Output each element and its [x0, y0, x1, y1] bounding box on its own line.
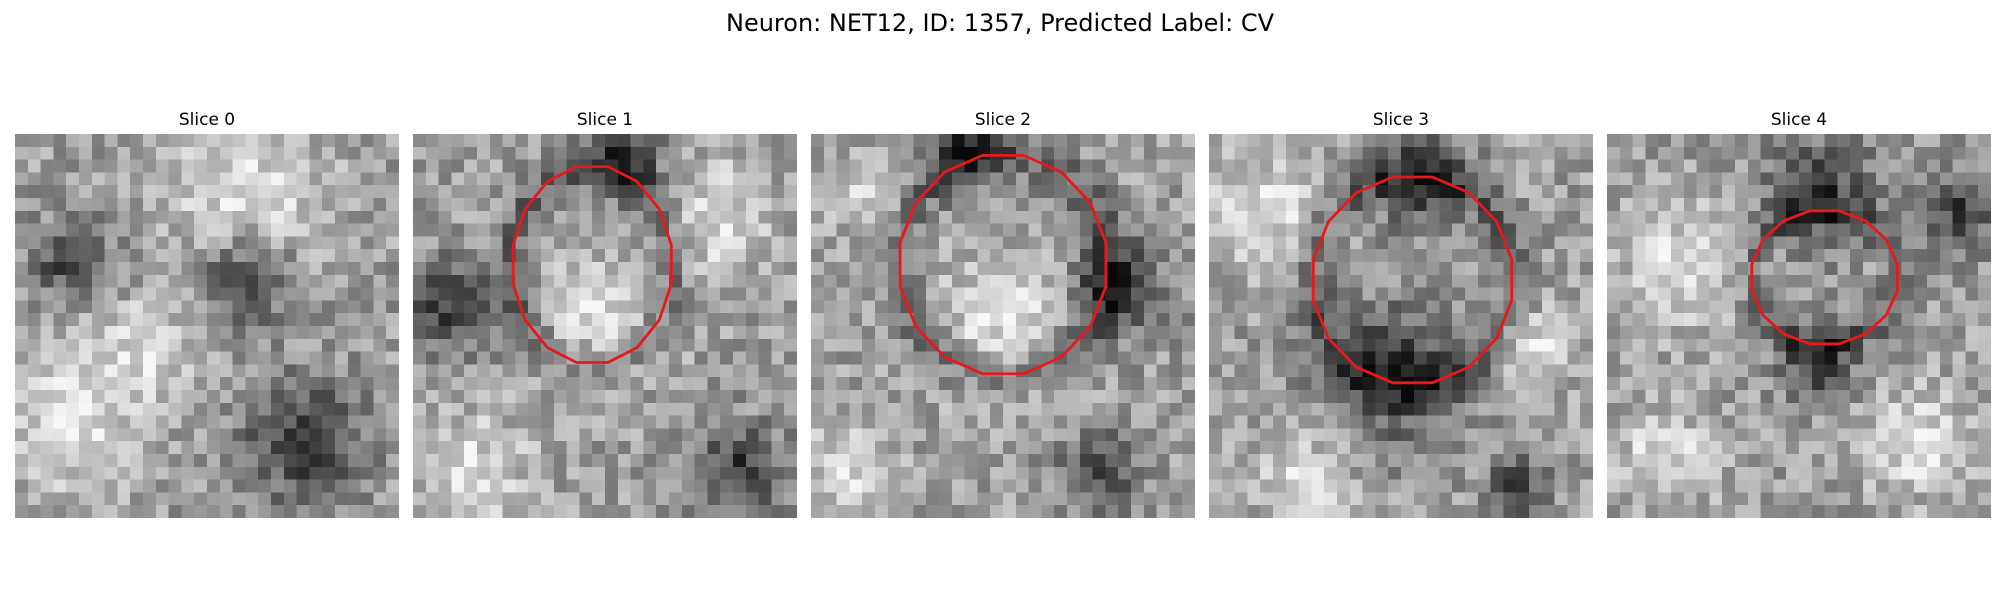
figure-title: Neuron: NET12, ID: 1357, Predicted Label…	[726, 9, 1274, 37]
panel-title-slice-0: Slice 0	[178, 110, 236, 130]
vesicle-outline-slice-1	[511, 165, 673, 364]
panel-title-slice-1: Slice 1	[576, 110, 634, 130]
vesicle-outline-slice-2	[898, 153, 1108, 376]
vesicle-outline-slice-3	[1311, 175, 1514, 385]
panel-title-slice-3: Slice 3	[1372, 110, 1430, 130]
panel-title-slice-2: Slice 2	[974, 110, 1032, 130]
slice-image-1	[413, 134, 797, 518]
slice-image-3	[1209, 134, 1593, 518]
vesicle-outline-slice-4	[1750, 209, 1899, 346]
slice-image-4	[1607, 134, 1991, 518]
panel-title-slice-4: Slice 4	[1770, 110, 1828, 130]
slice-image-2	[811, 134, 1195, 518]
slice-image-0	[15, 134, 399, 518]
